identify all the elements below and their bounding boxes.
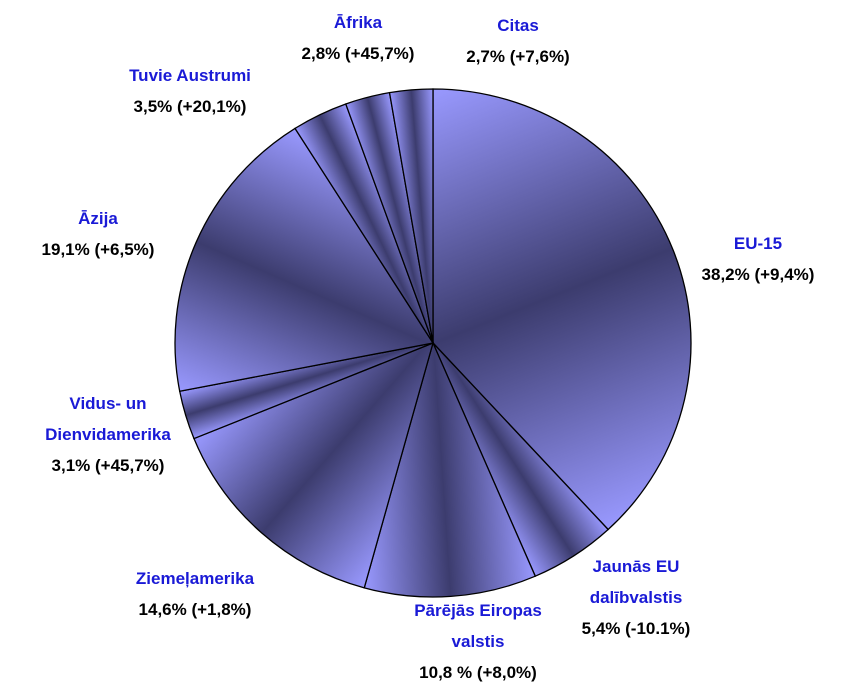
slice-label: Citas 2,7% (+7,6%) (418, 10, 618, 72)
slice-label: Āfrika 2,8% (+45,7%) (258, 7, 458, 69)
category-label: Pārējās Eiropas valstis (414, 601, 542, 651)
category-label: Citas (497, 16, 539, 35)
pie-slice (174, 127, 435, 393)
category-label: Jaunās EU dalībvalstis (589, 557, 683, 607)
slice-label: Ziemeļamerika 14,6% (+1,8%) (85, 563, 305, 625)
value-label: 19,1% (+6,5%) (41, 240, 155, 259)
category-label: Tuvie Austrumi (129, 66, 251, 85)
category-label: Ziemeļamerika (135, 569, 255, 588)
category-label: Vidus- un Dienvidamerika (45, 394, 171, 444)
slice-label: Jaunās EU dalībvalstis 5,4% (-10.1%) (566, 551, 706, 644)
pie-slice (363, 341, 537, 598)
pie-slice (388, 88, 434, 344)
value-label: 2,8% (+45,7%) (301, 44, 415, 63)
pie-slice (432, 88, 692, 531)
value-label: 5,4% (-10.1%) (581, 619, 691, 638)
slice-label: Pārējās Eiropas valstis 10,8 % (+8,0%) (393, 595, 563, 688)
category-label: Āzija (78, 209, 118, 228)
pie-slice (193, 341, 434, 589)
category-label: EU-15 (733, 234, 783, 253)
value-label: 38,2% (+9,4%) (701, 265, 815, 284)
slice-label: Āzija 19,1% (+6,5%) (0, 203, 198, 265)
category-label: Āfrika (333, 13, 383, 32)
slice-label: Vidus- un Dienvidamerika 3,1% (+45,7%) (43, 388, 173, 481)
slice-label: Tuvie Austrumi 3,5% (+20,1%) (80, 60, 300, 122)
value-label: 3,5% (+20,1%) (133, 97, 247, 116)
slice-label: EU-15 38,2% (+9,4%) (658, 228, 853, 290)
value-label: 14,6% (+1,8%) (138, 600, 252, 619)
value-label: 10,8 % (+8,0%) (419, 663, 537, 682)
value-label: 3,1% (+45,7%) (51, 456, 165, 475)
value-label: 2,7% (+7,6%) (466, 47, 570, 66)
